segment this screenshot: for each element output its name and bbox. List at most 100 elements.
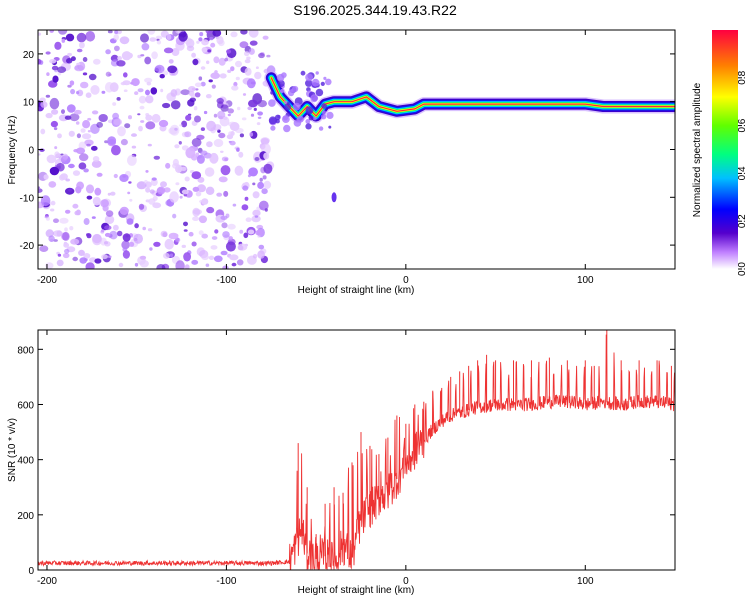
noise-blob — [258, 52, 265, 59]
noise-blob — [207, 49, 212, 53]
noise-blob — [145, 89, 150, 96]
noise-blob — [129, 198, 133, 202]
spectrogram-x-tick-label: -100 — [216, 275, 236, 286]
noise-blob — [240, 30, 248, 35]
noise-blob — [145, 199, 150, 203]
noise-blob — [91, 216, 96, 219]
noise-blob — [231, 85, 239, 91]
noise-blob — [216, 192, 223, 197]
noise-blob — [114, 45, 120, 52]
noise-blob — [211, 84, 216, 89]
noise-blob — [67, 52, 72, 57]
noise-blob — [88, 73, 97, 81]
noise-blob — [156, 186, 166, 195]
noise-blob — [121, 51, 132, 61]
ridge-speckle — [312, 116, 317, 121]
noise-blob — [204, 167, 215, 177]
ridge-speckle — [270, 91, 274, 95]
noise-blob — [252, 191, 260, 199]
noise-blob — [131, 133, 137, 137]
noise-blob — [104, 82, 114, 93]
noise-blob — [192, 58, 199, 66]
ridge-speckle — [287, 89, 295, 97]
noise-blob — [94, 258, 102, 264]
noise-blob — [90, 85, 100, 95]
noise-blob — [248, 48, 255, 55]
noise-blob — [38, 32, 42, 36]
noise-blob — [70, 238, 80, 245]
noise-blob — [159, 74, 165, 79]
noise-blob — [107, 192, 111, 196]
snr-series — [38, 330, 675, 570]
noise-blob — [63, 242, 70, 248]
noise-blob — [72, 203, 79, 209]
noise-blob — [49, 166, 60, 176]
noise-blob — [241, 117, 247, 121]
noise-blob — [211, 236, 218, 240]
ridge-speckle — [321, 103, 327, 109]
noise-blob — [139, 255, 147, 260]
noise-blob — [61, 38, 66, 43]
noise-blob — [139, 105, 145, 110]
noise-blob — [259, 177, 263, 182]
noise-blob — [74, 109, 82, 115]
noise-blob — [64, 227, 68, 232]
noise-blob — [191, 171, 202, 180]
noise-blob — [93, 58, 101, 65]
noise-blob — [50, 200, 56, 206]
noise-blob — [206, 141, 213, 148]
noise-blob — [139, 260, 149, 268]
ridge-speckle — [270, 125, 276, 131]
ridge-speckle — [282, 115, 290, 123]
noise-blob — [228, 121, 237, 127]
noise-blob — [107, 30, 113, 34]
colorbar: 0.0 0.2 0.4 0.6 0.8 Normalized spectral ampl… — [692, 30, 748, 276]
noise-blob — [104, 225, 112, 231]
ridge-speckle — [277, 79, 285, 88]
noise-blob — [245, 217, 252, 222]
noise-blob — [201, 39, 209, 46]
noise-blob — [252, 182, 256, 186]
noise-blob — [78, 249, 85, 256]
noise-blob — [38, 58, 42, 65]
noise-blob — [227, 223, 236, 230]
noise-blob — [222, 231, 230, 238]
noise-blob — [128, 181, 132, 184]
noise-blob — [116, 97, 121, 101]
colorbar-gradient — [712, 30, 738, 269]
noise-blob — [198, 76, 203, 81]
spectrogram-ridge — [264, 70, 675, 203]
noise-blob — [86, 143, 91, 147]
noise-blob — [69, 226, 74, 231]
noise-blob — [185, 147, 196, 159]
noise-blob — [217, 110, 226, 120]
noise-blob — [133, 233, 143, 244]
noise-blob — [140, 120, 145, 123]
noise-blob — [164, 238, 174, 250]
noise-blob — [50, 120, 59, 128]
noise-blob — [53, 127, 58, 131]
noise-blob — [107, 255, 112, 258]
noise-blob — [65, 178, 70, 182]
noise-blob — [167, 65, 178, 74]
noise-blob — [166, 34, 172, 41]
noise-blob — [185, 114, 192, 121]
noise-blob — [67, 84, 72, 88]
noise-blob — [247, 229, 255, 235]
noise-blob — [54, 41, 62, 50]
noise-blob — [151, 113, 161, 123]
spectrogram-x-tick-label: 0 — [403, 275, 409, 286]
noise-blob — [160, 181, 167, 188]
noise-blob — [218, 132, 226, 139]
noise-blob — [192, 216, 200, 221]
noise-blob — [220, 104, 229, 112]
noise-blob — [213, 138, 224, 148]
noise-blob — [54, 69, 58, 73]
noise-blob — [229, 140, 236, 146]
noise-blob — [191, 52, 197, 58]
noise-blob — [234, 127, 244, 134]
noise-blob — [119, 206, 129, 215]
noise-blob — [140, 33, 149, 43]
noise-blob — [236, 259, 244, 266]
